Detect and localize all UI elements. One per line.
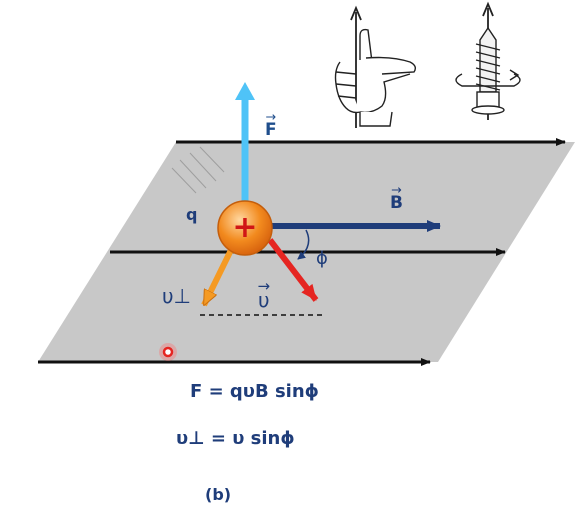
force-label: F [265, 122, 277, 139]
charge-sphere [217, 200, 273, 256]
pointer-dot [162, 346, 174, 358]
field-b-label: B [390, 195, 403, 212]
velocity-perp-equation: υ⊥ = υ sinϕ [176, 428, 295, 449]
angle-arc [297, 229, 310, 260]
force-arrowhead [235, 82, 255, 100]
plane-hatch [171, 146, 225, 194]
velocity-label: υ [258, 290, 270, 310]
velocity-perp-arrow [201, 246, 235, 305]
charge-sign: + [232, 210, 257, 245]
force-equation: F = qυB sinϕ [190, 381, 319, 402]
right-hand-screw-icon [455, 1, 521, 120]
right-hand-grip-icon [334, 5, 417, 128]
velocity-perp-label: υ⊥ [162, 284, 191, 308]
figure-caption: (b) [205, 485, 232, 504]
charge-label: q [186, 205, 198, 224]
angle-label: ϕ [316, 248, 328, 269]
velocity-arrow [267, 238, 319, 302]
